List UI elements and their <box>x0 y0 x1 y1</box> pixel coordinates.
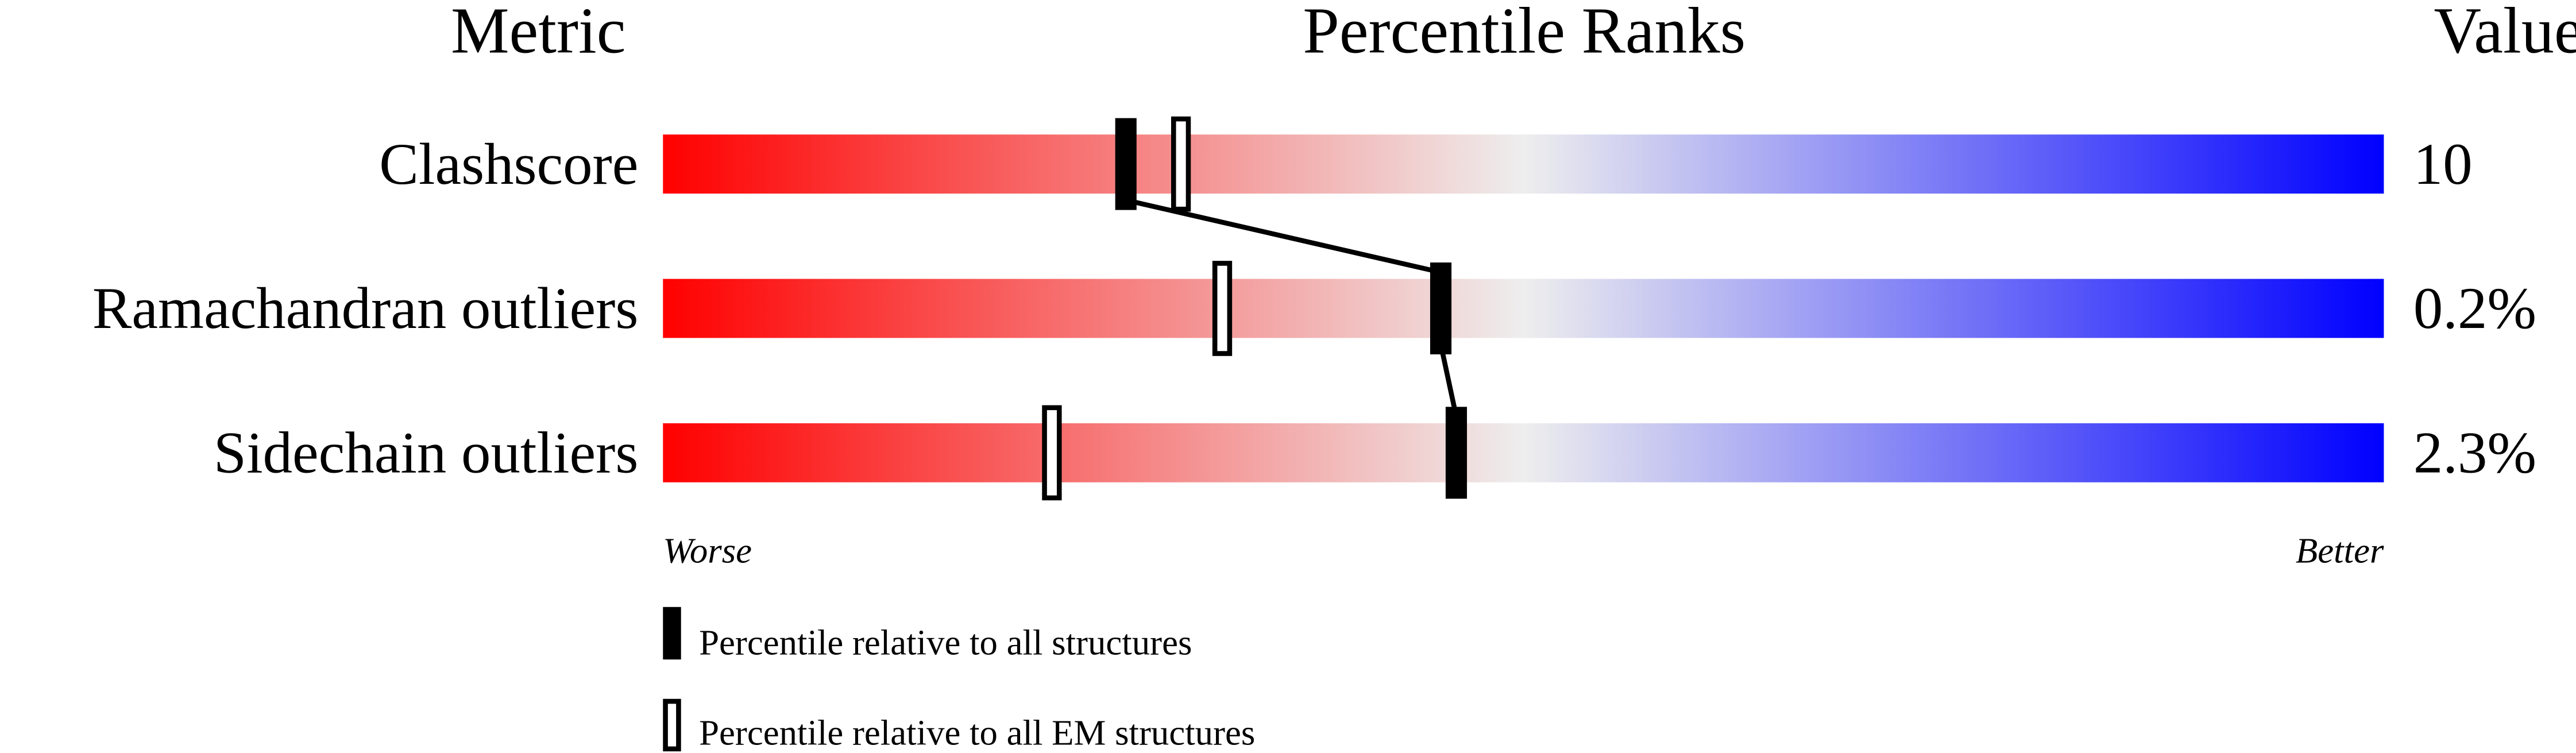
percentile-connector-line <box>1125 198 1442 275</box>
legend-label-em: Percentile relative to all EM structures <box>699 713 1255 753</box>
header-title: Percentile Ranks <box>1303 0 1745 67</box>
legend-open-marker <box>663 698 681 752</box>
header-value: Value <box>2434 0 2576 67</box>
axis-better-label: Better <box>2296 531 2384 571</box>
em-percentile-marker <box>1171 116 1191 212</box>
metric-row: Sidechain outliers 2.3% <box>214 420 2536 486</box>
header-metric: Metric <box>451 0 626 67</box>
metric-value: 2.3% <box>2413 420 2536 486</box>
metric-label: Clashscore <box>379 132 638 197</box>
em-percentile-marker <box>1042 405 1062 501</box>
all-percentile-marker <box>1430 262 1452 354</box>
metric-row: Clashscore 10 <box>379 132 2472 197</box>
axis-worse-label: Worse <box>663 531 752 571</box>
em-percentile-marker <box>1212 261 1233 356</box>
metric-label: Sidechain outliers <box>214 420 639 486</box>
all-percentile-marker <box>1115 118 1137 210</box>
percentile-gradient-bar <box>663 423 2384 482</box>
percentile-gradient-bar <box>663 134 2384 194</box>
metric-label: Ramachandran outliers <box>92 276 639 341</box>
metric-row: Ramachandran outliers 0.2% <box>92 276 2536 341</box>
percentile-gradient-bar <box>663 279 2384 338</box>
all-percentile-marker <box>1445 407 1467 499</box>
legend-label-all: Percentile relative to all structures <box>699 623 1192 663</box>
metric-value: 10 <box>2413 132 2473 197</box>
metric-value: 0.2% <box>2413 276 2536 341</box>
legend-filled-marker <box>663 607 681 660</box>
percentile-connector-line <box>1438 343 1459 418</box>
